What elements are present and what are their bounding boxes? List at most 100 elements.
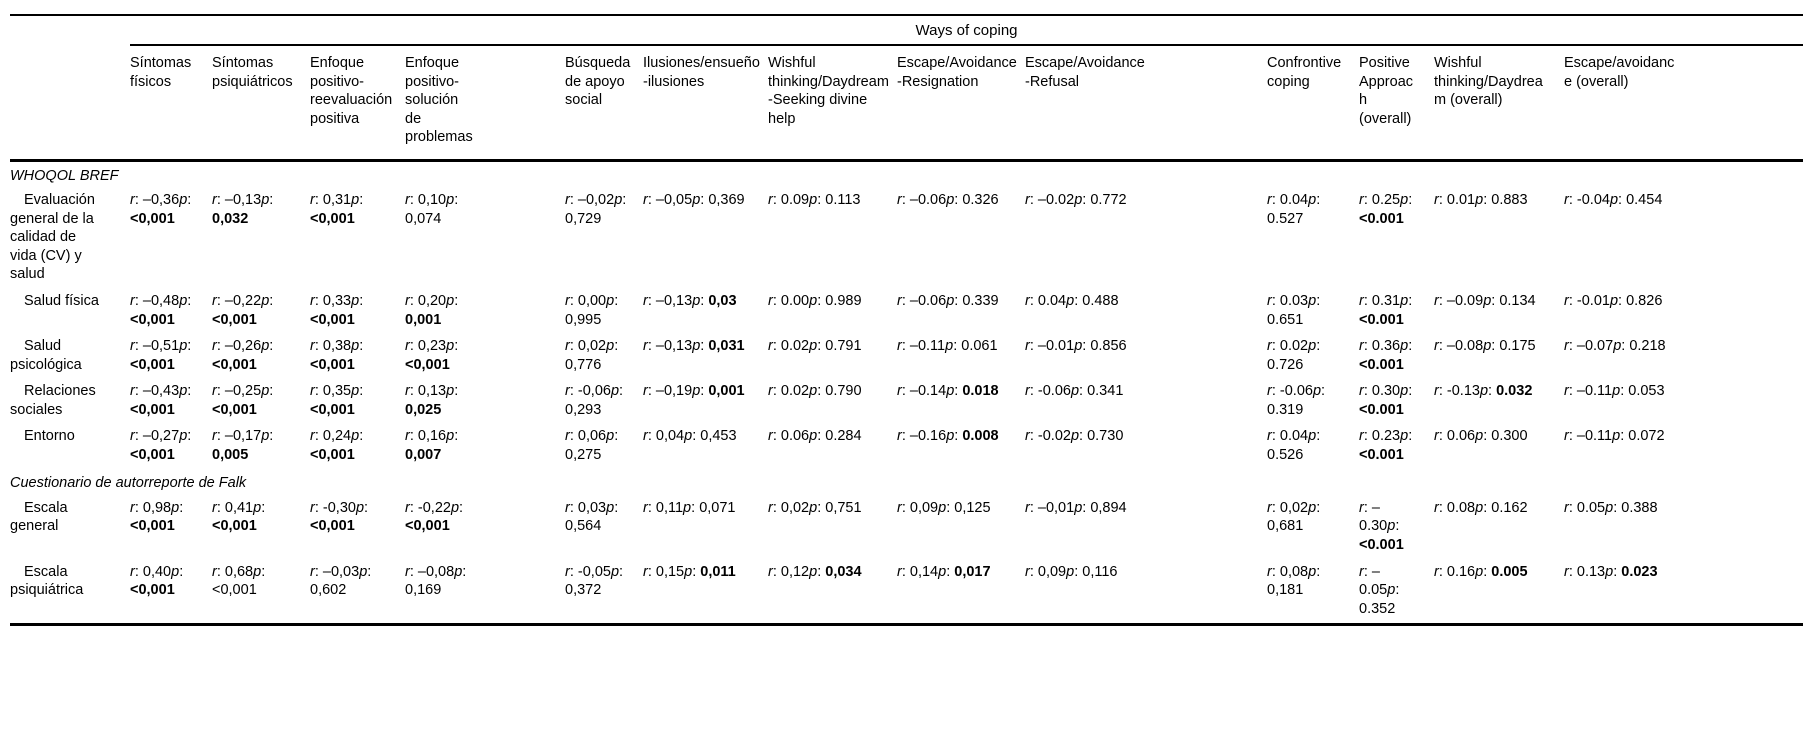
stat-cell: r: –0.11p: 0.053: [1564, 383, 1665, 400]
stat-cell: r: 0,24p: <0,001: [310, 428, 364, 463]
table-row: Escala general r: 0,98p: <0,001 r: 0,41p: …: [10, 496, 1803, 560]
stat-cell: r: 0,41p: <0,001: [212, 499, 266, 535]
stat-cell: r: 0.25p: <0.001: [1359, 192, 1413, 227]
stat-cell: r: -0.13p: 0.032: [1434, 383, 1533, 400]
table-body: WHOQOL BREF Evaluación general de la cali…: [10, 160, 1803, 624]
row-label: Entorno: [24, 428, 75, 445]
stat-cell: r: 0,00p: 0,995: [565, 293, 619, 328]
stat-cell: r: –0.08p: 0.175: [1434, 338, 1536, 355]
section-row: WHOQOL BREF: [10, 160, 1803, 188]
stat-cell: r: 0.13p: 0.023: [1564, 563, 1658, 580]
stat-cell: r: –0.07p: 0.218: [1564, 338, 1666, 355]
stat-cell: r: 0.30p: <0.001: [1359, 383, 1413, 418]
stat-cell: r: 0,03p: 0,564: [565, 499, 619, 535]
stat-cell: r: –0,03p: 0,602: [310, 563, 372, 599]
stat-cell: r: –0,17p: 0,005: [212, 428, 274, 463]
section-label: Cuestionario de autorreporte de Falk: [10, 475, 247, 492]
stat-cell: r: 0,10p: 0,074: [405, 192, 459, 227]
stat-cell: r: 0.04p: 0.526: [1267, 428, 1321, 463]
row-label: Escala general: [10, 499, 68, 535]
stat-cell: r: -0.01p: 0.826: [1564, 293, 1663, 310]
column-header: Confrontive coping: [1267, 45, 1359, 162]
stat-cell: r: 0.01p: 0.883: [1434, 192, 1528, 209]
stat-cell: r: –0,26p: <0,001: [212, 338, 274, 373]
stat-cell: r: 0.08p: 0.162: [1434, 499, 1528, 516]
stat-cell: r: 0.36p: <0.001: [1359, 338, 1413, 373]
stat-cell: r: 0.00p: 0.989: [768, 293, 862, 310]
stat-cell: r: 0,15p: 0,011: [643, 563, 736, 580]
stat-cell: r: 0.06p: 0.284: [768, 428, 862, 445]
stat-cell: r: -0,30p: <0,001: [310, 499, 369, 535]
stat-cell: r: 0,04p: 0,453: [643, 428, 737, 445]
column-header: Enfoque positivo-reevaluación positiva: [310, 45, 405, 162]
table-row: Escala psiquiátrica r: 0,40p: <0,001 r: 0,…: [10, 560, 1803, 625]
stat-cell: r: 0,20p: 0,001: [405, 293, 459, 328]
stat-cell: r: 0,11p: 0,071: [643, 499, 736, 516]
stat-cell: r: 0,09p: 0,125: [897, 499, 991, 516]
stat-cell: r: 0.03p: 0.651: [1267, 293, 1321, 328]
stat-cell: r: –0.09p: 0.134: [1434, 293, 1536, 310]
stat-cell: r: –0.02p: 0.772: [1025, 192, 1127, 209]
row-label: Relaciones sociales: [10, 383, 96, 418]
stat-cell: r: -0.06p: 0.319: [1267, 383, 1326, 418]
stat-cell: r: –0.06p: 0.326: [897, 192, 999, 209]
stat-cell: r: 0.31p: <0.001: [1359, 293, 1413, 328]
stat-cell: r: 0,98p: <0,001: [130, 499, 184, 535]
stat-cell: r: –0.11p: 0.061: [897, 338, 998, 355]
stat-cell: r: 0,40p: <0,001: [130, 563, 184, 599]
stat-cell: r: 0.02p: 0.791: [768, 338, 862, 355]
stat-cell: r: –0.06p: 0.339: [897, 293, 999, 310]
column-header: Escape/Avoidance-Resignation: [897, 45, 1025, 162]
table-row: Salud psicológica r: –0,51p: <0,001 r: –0,…: [10, 334, 1803, 379]
stat-cell: r: 0,13p: 0,025: [405, 383, 459, 418]
coping-columns-row: Síntomas físicos Síntomas psiquiátricos En…: [10, 45, 1804, 162]
stat-cell: r: 0,23p: <0,001: [405, 338, 459, 373]
stat-cell: r: 0,09p: 0,116: [1025, 563, 1118, 580]
stat-cell: r: 0,06p: 0,275: [565, 428, 619, 463]
section-row: Cuestionario de autorreporte de Falk: [10, 469, 1803, 496]
table-row: Evaluación general de la calidad de vida…: [10, 188, 1803, 289]
stat-cell: r: 0,02p: 0,776: [565, 338, 619, 373]
stat-cell: r: –0,48p: <0,001: [130, 293, 192, 328]
stat-cell: r: –0,27p: <0,001: [130, 428, 192, 463]
stat-cell: r: –0.14p: 0.018: [897, 383, 999, 400]
column-header: Ilusiones/ensueño-ilusiones: [643, 45, 768, 162]
stat-cell: r: -0,22p: <0,001: [405, 499, 464, 535]
stat-cell: r: –0,43p: <0,001: [130, 383, 192, 418]
column-header: Wishful thinking/Daydream (overall): [1434, 45, 1564, 162]
column-header: Búsqueda de apoyo social: [565, 45, 643, 162]
column-header: Síntomas físicos: [130, 45, 212, 162]
row-label: Salud física: [24, 293, 99, 310]
column-header: Enfoque positivo-solución de problemas: [405, 45, 565, 162]
section-label: WHOQOL BREF: [10, 167, 119, 184]
stat-cell: r: –0,02p: 0,729: [565, 192, 627, 227]
stat-cell: r: 0,08p: 0,181: [1267, 563, 1321, 599]
row-label-column-header: [10, 45, 130, 162]
stat-cell: r: –0,36p: <0,001: [130, 192, 192, 227]
stat-cell: r: –0,13p: 0,03: [643, 293, 737, 310]
stat-cell: r: 0,02p: 0,681: [1267, 499, 1321, 535]
stat-cell: r: 0,38p: <0,001: [310, 338, 364, 373]
stat-cell: r: –0.05p: 0.352: [1359, 563, 1400, 617]
column-header: Positive Approach (overall): [1359, 45, 1434, 162]
stat-cell: r: 0,14p: 0,017: [897, 563, 991, 580]
column-header: Escape/avoidance (overall): [1564, 45, 1804, 162]
stat-cell: r: 0,31p: <0,001: [310, 192, 364, 227]
row-label: Escala psiquiátrica: [10, 563, 84, 599]
stat-cell: r: -0.06p: 0.341: [1025, 383, 1124, 400]
table-row: Relaciones sociales r: –0,43p: <0,001 r: –…: [10, 379, 1803, 424]
correlation-table: Ways of coping Síntomas físicos Síntomas …: [10, 14, 1804, 627]
column-header: Síntomas psiquiátricos: [212, 45, 310, 162]
stat-cell: r: –0,22p: <0,001: [212, 293, 274, 328]
stat-cell: r: –0.30p: <0.001: [1359, 499, 1404, 554]
stat-cell: r: -0.02p: 0.730: [1025, 428, 1124, 445]
stat-cell: r: –0,01p: 0,894: [1025, 499, 1127, 516]
table-row: Entorno r: –0,27p: <0,001 r: –0,17p: 0,005…: [10, 424, 1803, 469]
stat-cell: r: 0.04p: 0.527: [1267, 192, 1321, 227]
stat-cell: r: –0,08p: 0,169: [405, 563, 467, 599]
stat-cell: r: 0.04p: 0.488: [1025, 293, 1119, 310]
stat-cell: r: 0,35p: <0,001: [310, 383, 364, 418]
stat-cell: r: 0.16p: 0.005: [1434, 563, 1528, 580]
column-header: Wishful thinking/Daydream-Seeking divine…: [768, 45, 897, 162]
stat-cell: r: 0.05p: 0.388: [1564, 499, 1658, 516]
